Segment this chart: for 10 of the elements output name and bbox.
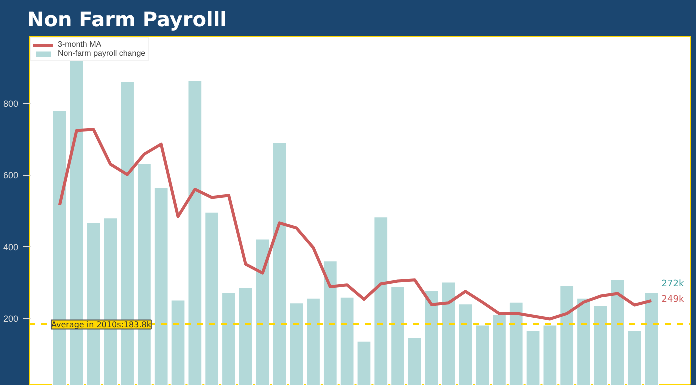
text: 272k	[662, 280, 685, 290]
legend-label: 3-month MA	[58, 40, 102, 49]
y-tick-label: 600	[3, 170, 19, 181]
y-tick-label: 200	[3, 314, 19, 324]
text: 249k	[662, 294, 685, 305]
chart-title: Non Farm Payrolll	[28, 8, 228, 32]
y-tick-label: 800	[3, 99, 19, 110]
legend-label: Non-farm payroll change	[58, 49, 146, 58]
line-series	[58, 128, 654, 321]
y-tick-label: 400	[3, 242, 19, 252]
